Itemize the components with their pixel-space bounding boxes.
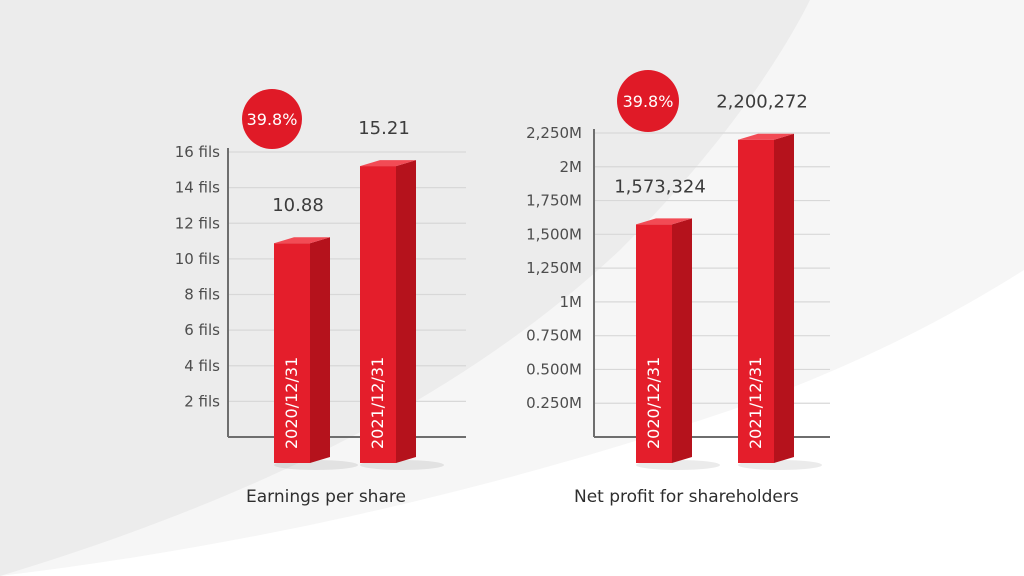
bar-top-face — [274, 237, 330, 244]
net-profit-growth-badge-label: 39.8% — [623, 92, 674, 111]
bar-top-face — [738, 133, 794, 140]
net-profit-y-tick-label: 1,500M — [526, 225, 582, 243]
net-profit-y-tick-label: 0.250M — [526, 394, 582, 412]
net-profit-value-label: 1,573,324 — [614, 176, 706, 197]
net-profit-y-tick-label: 1,250M — [526, 259, 582, 277]
eps-bar — [360, 160, 444, 470]
net-profit-category-label: 2020/12/31 — [644, 357, 663, 449]
bar-front-face — [360, 166, 396, 463]
net-profit-y-tick-label: 2,250M — [526, 124, 582, 142]
net-profit-value-label: 2,200,272 — [716, 92, 808, 113]
bar-front-face — [274, 243, 310, 463]
bar-side-face — [396, 160, 416, 463]
net-profit-y-tick-label: 0.750M — [526, 327, 582, 345]
eps-y-tick-label: 2 fils — [184, 392, 220, 410]
bar-side-face — [774, 133, 794, 463]
net-profit-bar — [636, 218, 720, 470]
eps-y-tick-label: 12 fils — [175, 214, 220, 232]
net-profit-growth-badge — [617, 70, 679, 132]
bar-side-face — [310, 237, 330, 463]
eps-value-label: 10.88 — [272, 195, 324, 216]
net-profit-y-tick-label: 1M — [560, 293, 583, 311]
eps-bar — [274, 237, 358, 470]
net-profit-category-label: 2021/12/31 — [746, 357, 765, 449]
net-profit-y-tick-label: 0.500M — [526, 360, 582, 378]
eps-growth-badge-label: 39.8% — [247, 110, 298, 129]
eps-chart-title: Earnings per share — [246, 487, 406, 507]
eps-y-tick-label: 6 fils — [184, 321, 220, 339]
bar-top-face — [360, 160, 416, 167]
eps-category-label: 2020/12/31 — [282, 357, 301, 449]
eps-category-label: 2021/12/31 — [368, 357, 387, 449]
net-profit-bar — [738, 133, 822, 470]
net-profit-y-tick-label: 1,750M — [526, 192, 582, 210]
net-profit-chart-title: Net profit for shareholders — [574, 487, 799, 507]
bar-side-face — [672, 218, 692, 463]
bar-front-face — [738, 139, 774, 463]
eps-value-label: 15.21 — [358, 118, 410, 139]
eps-y-tick-label: 10 fils — [175, 250, 220, 268]
background-swoosh-lower — [0, 270, 1024, 576]
eps-y-tick-label: 8 fils — [184, 286, 220, 304]
eps-growth-badge — [242, 89, 302, 149]
eps-y-tick-label: 16 fils — [175, 143, 220, 161]
eps-y-tick-label: 14 fils — [175, 179, 220, 197]
net-profit-y-tick-label: 2M — [560, 158, 583, 176]
bar-top-face — [636, 218, 692, 225]
bar-front-face — [636, 224, 672, 463]
eps-y-tick-label: 4 fils — [184, 357, 220, 375]
